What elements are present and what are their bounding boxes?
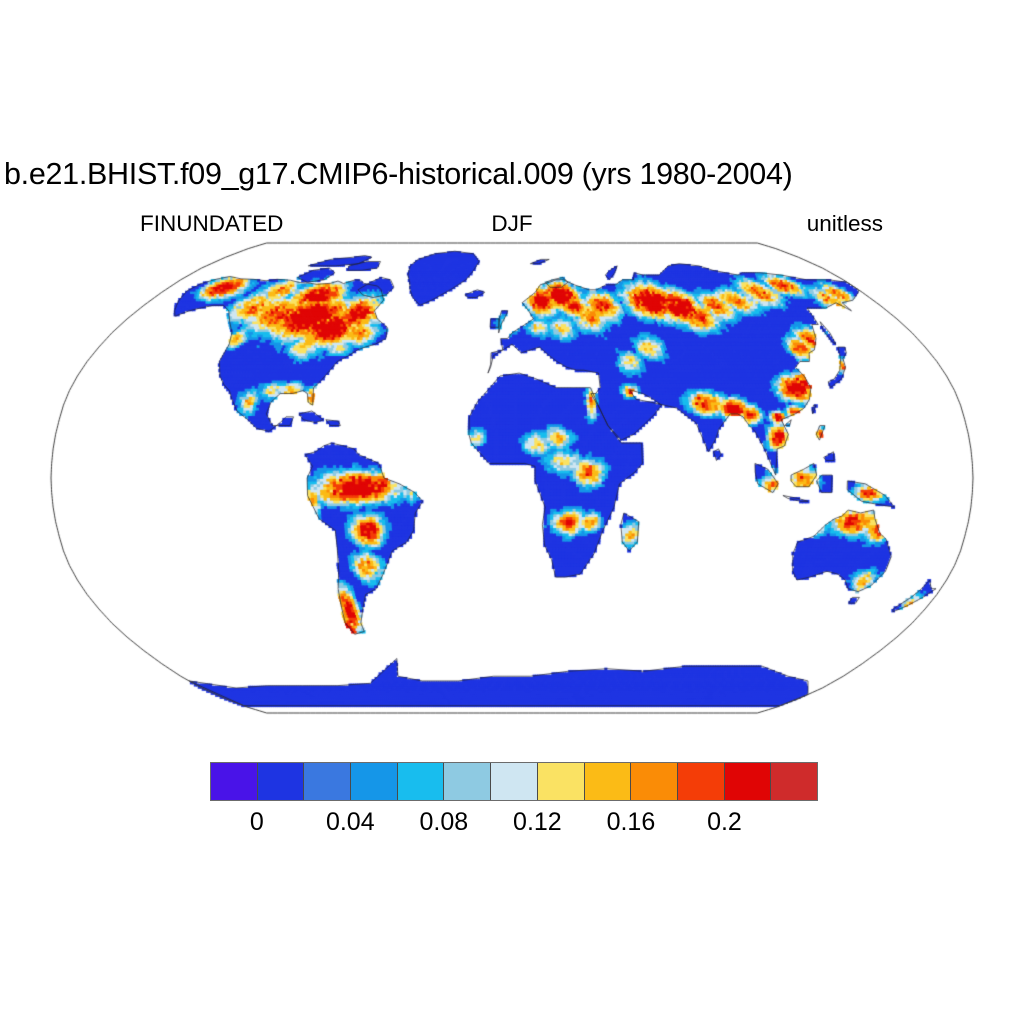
figure-title: b.e21.BHIST.f09_g17.CMIP6-historical.009… — [4, 157, 793, 191]
colorbar-tick-labels: 0 0.04 0.08 0.12 0.16 0.2 — [0, 806, 1024, 840]
colorbar-tick: 0.08 — [419, 808, 469, 836]
colorbar-swatch — [397, 763, 445, 800]
colorbar-swatch — [631, 763, 678, 800]
colorbar-tick: 0.16 — [606, 808, 656, 836]
colorbar-swatch — [211, 763, 258, 800]
colorbar-tick: 0.2 — [707, 808, 742, 836]
colorbar-swatch — [537, 763, 585, 800]
colorbar — [210, 762, 818, 801]
colorbar-swatch — [304, 763, 352, 800]
colorbar-tick: 0 — [249, 808, 264, 836]
colorbar-swatch — [444, 763, 492, 800]
colorbar-swatch — [724, 763, 772, 800]
colorbar-tick: 0.04 — [325, 808, 375, 836]
colorbar-swatch — [771, 763, 817, 800]
colorbar-tick: 0.12 — [513, 808, 562, 836]
colorbar-swatch — [491, 763, 538, 800]
world-map-heatmap — [30, 230, 994, 730]
colorbar-swatch — [257, 763, 305, 800]
colorbar-swatch — [351, 763, 398, 800]
colorbar-swatch — [677, 763, 725, 800]
colorbar-swatch — [584, 763, 632, 800]
